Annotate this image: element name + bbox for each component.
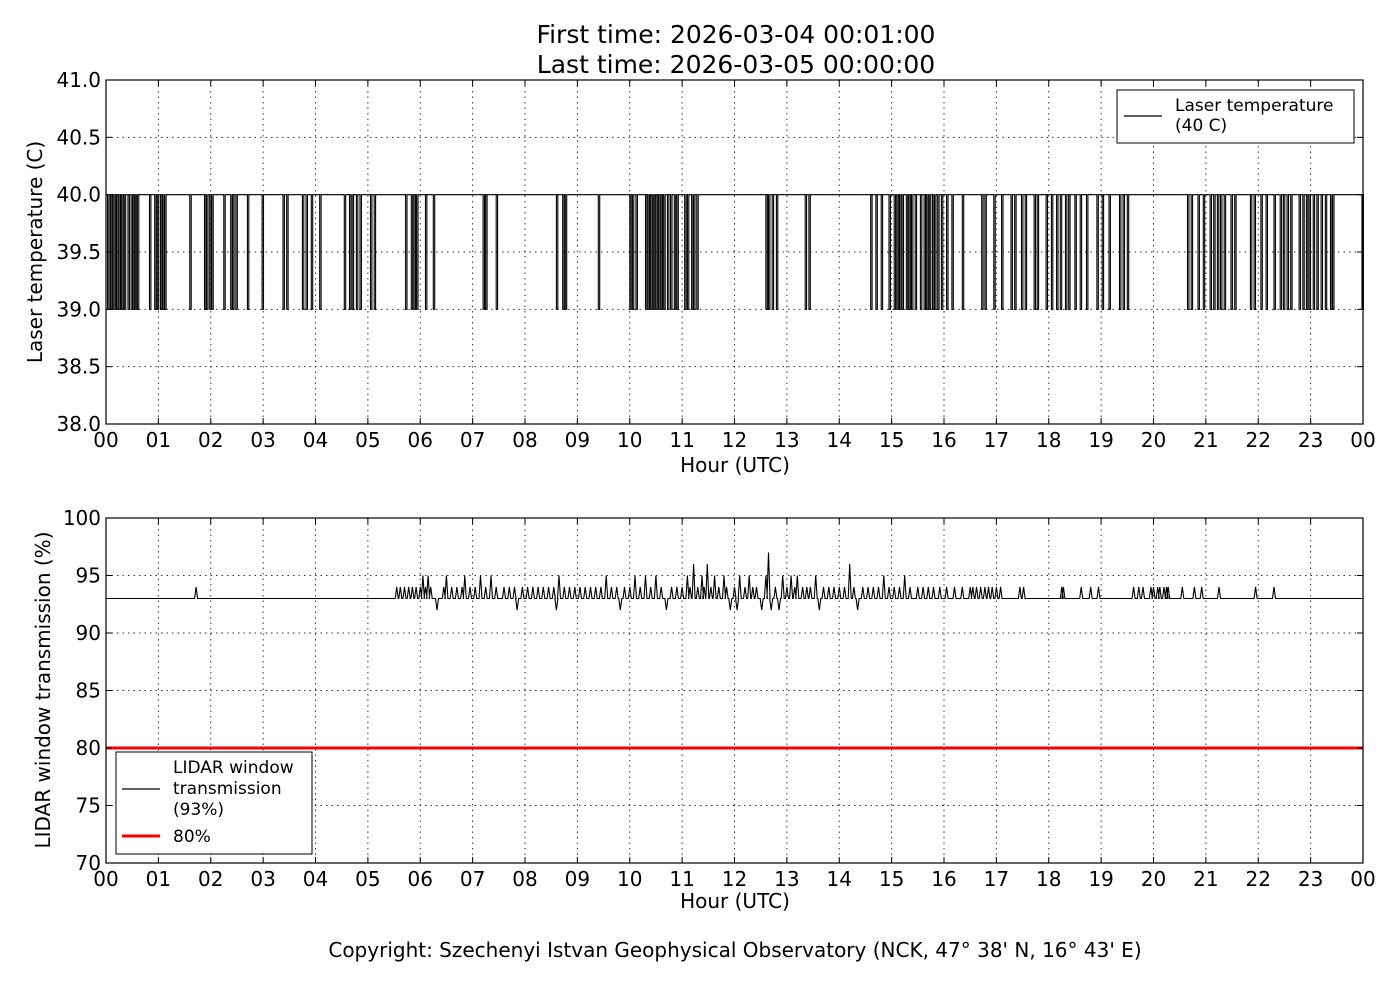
y-tick-label: 70: [76, 851, 101, 875]
series-layer: [106, 552, 1363, 750]
y-axis-label: Laser temperature (C): [23, 141, 47, 363]
y-tick-label: 39.5: [56, 240, 101, 264]
x-tick-label: 18: [1036, 428, 1061, 452]
x-tick-label: 21: [1193, 867, 1218, 891]
series-layer: [106, 194, 1364, 310]
x-tick-label: 12: [722, 867, 747, 891]
x-tick-label: 04: [303, 428, 328, 452]
x-axis-label: Hour (UTC): [680, 453, 790, 477]
x-tick-label: 10: [617, 428, 642, 452]
x-tick-label: 23: [1298, 867, 1323, 891]
y-tick-label: 38.5: [56, 355, 101, 379]
y-tick-label: 75: [76, 794, 101, 818]
tick-layer: 00 01 02 03 04 05 06 07 08 09 10 11 12 13 14 15 16 17 18 19…: [63, 506, 1376, 891]
x-tick-label: 03: [250, 428, 275, 452]
x-tick-label: 23: [1298, 428, 1323, 452]
x-tick-label: 15: [879, 867, 904, 891]
x-tick-label: 08: [512, 428, 537, 452]
x-tick-label: 04: [303, 867, 328, 891]
x-tick-label: 16: [931, 428, 956, 452]
x-tick-label: 05: [355, 867, 380, 891]
legend-label: (40 C): [1175, 116, 1227, 136]
x-axis-label: Hour (UTC): [680, 889, 790, 913]
x-tick-label: 09: [565, 428, 590, 452]
y-tick-label: 38.0: [56, 412, 101, 436]
x-tick-label: 17: [984, 867, 1009, 891]
series-line-laser-temperature: [106, 194, 1364, 310]
x-tick-label: 06: [408, 867, 433, 891]
chart-title-line2: Last time: 2026-03-05 00:00:00: [537, 50, 935, 79]
x-tick-label: 18: [1036, 867, 1061, 891]
laser-temperature-panel: 00 01 02 03 04 05 06 07 08 09 10 11 12 13 14 15 16 17 18 19…: [23, 68, 1376, 477]
x-tick-label: 16: [931, 867, 956, 891]
x-tick-label: 13: [774, 428, 799, 452]
legend-label: transmission: [173, 779, 282, 799]
x-tick-label: 13: [774, 867, 799, 891]
x-tick-label: 00: [93, 428, 118, 452]
y-tick-label: 100: [63, 506, 101, 530]
x-tick-label: 06: [408, 428, 433, 452]
legend-label: (93%): [173, 800, 224, 820]
x-tick-label: 03: [250, 867, 275, 891]
x-tick-label: 20: [1141, 428, 1166, 452]
chart-title-line1: First time: 2026-03-04 00:01:00: [537, 20, 936, 49]
x-tick-label: 09: [565, 867, 590, 891]
x-tick-label: 00: [1350, 867, 1375, 891]
x-tick-label: 05: [355, 428, 380, 452]
x-tick-label: 20: [1141, 867, 1166, 891]
legend: LIDAR window transmission (93%) 80%: [115, 751, 313, 855]
y-tick-label: 40.5: [56, 125, 101, 149]
x-tick-label: 02: [198, 867, 223, 891]
x-tick-label: 07: [460, 867, 485, 891]
x-tick-label: 21: [1193, 428, 1218, 452]
x-tick-label: 11: [669, 428, 694, 452]
x-tick-label: 07: [460, 428, 485, 452]
y-tick-label: 39.0: [56, 297, 101, 321]
x-tick-label: 01: [146, 867, 171, 891]
y-tick-label: 41.0: [56, 68, 101, 92]
x-tick-label: 14: [827, 428, 852, 452]
x-tick-label: 00: [93, 867, 118, 891]
y-tick-label: 90: [76, 621, 101, 645]
y-axis-label: LIDAR window transmission (%): [31, 532, 55, 849]
legend-label: 80%: [173, 827, 211, 847]
y-tick-label: 85: [76, 679, 101, 703]
x-tick-label: 17: [984, 428, 1009, 452]
lidar-transmission-panel: 00 01 02 03 04 05 06 07 08 09 10 11 12 13 14 15 16 17 18 19…: [31, 506, 1376, 913]
x-tick-label: 19: [1088, 867, 1113, 891]
x-tick-label: 15: [879, 428, 904, 452]
y-tick-label: 95: [76, 564, 101, 588]
legend-label: Laser temperature: [1175, 96, 1333, 116]
copyright-text: Copyright: Szechenyi Istvan Geophysical …: [328, 938, 1141, 962]
legend: Laser temperature (40 C): [1116, 89, 1355, 144]
x-tick-label: 00: [1350, 428, 1375, 452]
x-tick-label: 12: [722, 428, 747, 452]
x-tick-label: 19: [1088, 428, 1113, 452]
x-tick-label: 02: [198, 428, 223, 452]
y-tick-label: 80: [76, 736, 101, 760]
x-tick-label: 11: [669, 867, 694, 891]
legend-label: LIDAR window: [173, 758, 294, 778]
x-tick-label: 22: [1246, 867, 1271, 891]
y-tick-label: 40.0: [56, 183, 101, 207]
x-tick-label: 08: [512, 867, 537, 891]
x-tick-label: 10: [617, 867, 642, 891]
series-line-lidar-transmission: [106, 552, 1363, 611]
x-tick-label: 01: [146, 428, 171, 452]
x-tick-label: 14: [827, 867, 852, 891]
x-tick-label: 22: [1246, 428, 1271, 452]
tick-layer: 00 01 02 03 04 05 06 07 08 09 10 11 12 13 14 15 16 17 18 19…: [56, 68, 1375, 452]
